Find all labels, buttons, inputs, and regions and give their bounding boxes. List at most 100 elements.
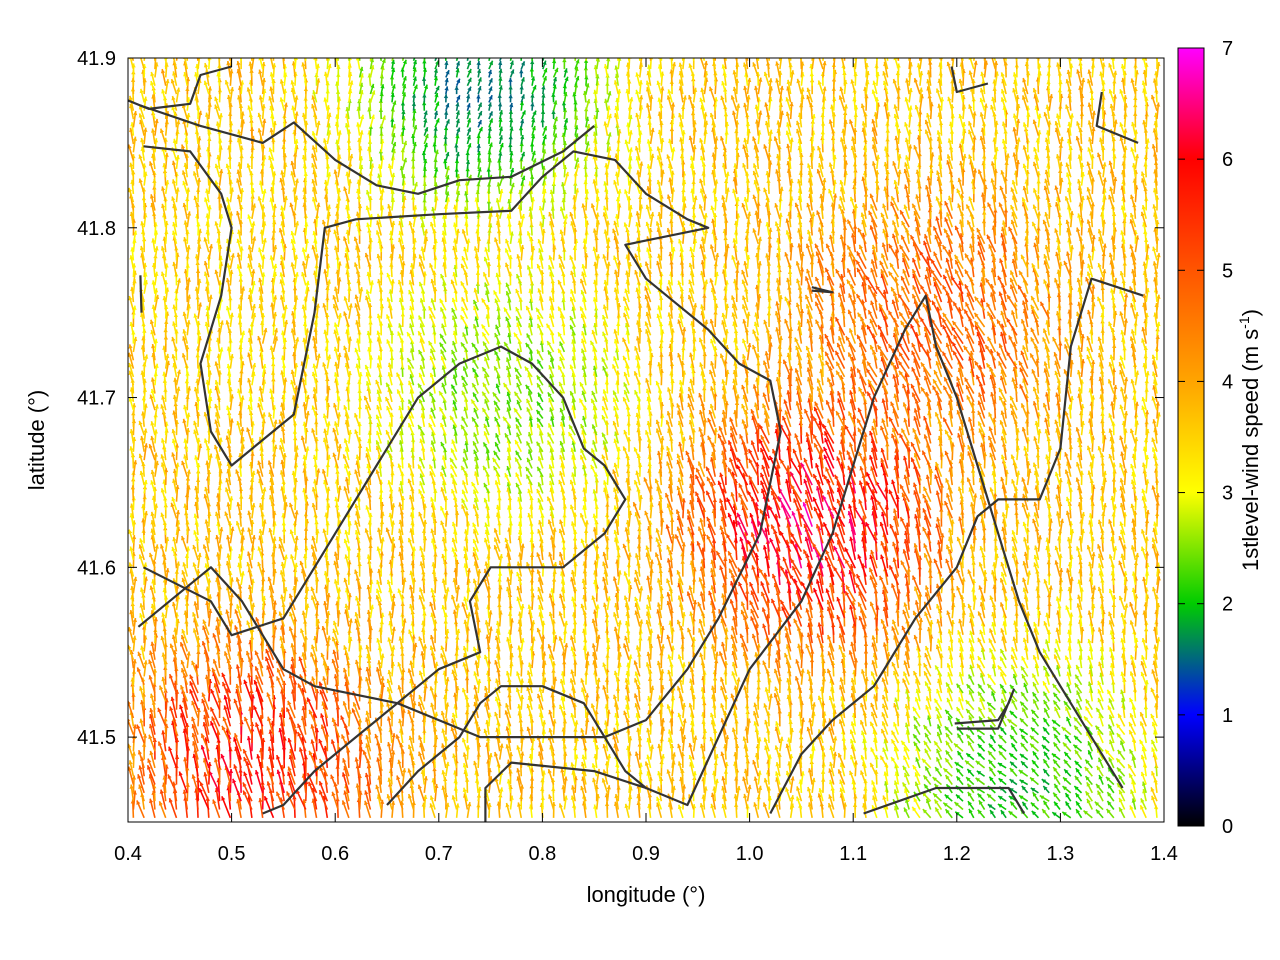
wind-vector [138,784,145,802]
wind-vector [203,772,210,794]
wind-vector [266,781,275,802]
wind-vector [212,799,221,819]
wind-vector [132,790,137,810]
wind-vector [429,803,436,819]
wind-vector [355,783,361,802]
wind-vector [606,785,611,802]
wind-vector [1064,792,1072,802]
wind-vectors [128,58,1161,819]
wind-vector [417,784,426,802]
wind-vector [343,790,350,810]
wind-vector [375,784,382,802]
wind-vector [1021,801,1029,810]
wind-vector [286,791,296,810]
wind-vector [796,796,803,810]
wind-vector [580,785,587,802]
wind-vector [136,800,145,819]
wind-vector [677,804,684,819]
wind-vector [466,801,472,818]
wind-vector [137,774,145,794]
wind-vector [1095,809,1104,819]
wind-vector [258,797,264,818]
wind-vector [743,793,749,810]
wind-vector [423,794,428,810]
wind-vector [1008,810,1018,819]
wind-vector [516,802,523,818]
wind-vector [978,799,986,810]
wind-vector [967,791,975,802]
wind-vector [955,793,964,802]
wind-vector [434,783,439,802]
wind-vector [1075,808,1083,819]
wind-vector [1030,801,1039,811]
wind-vector [986,793,996,802]
wind-vector [922,808,932,819]
wind-vector [656,796,663,810]
wind-vector [242,790,253,810]
wind-vector [178,771,189,794]
wind-vector [263,795,275,819]
wind-vector [944,808,953,819]
wind-vector [933,799,943,810]
wind-vector [1009,800,1018,811]
wind-vector [789,795,795,810]
wind-vector [785,787,792,802]
wind-vector [1042,800,1050,810]
wind-vector [451,795,458,810]
wind-vector [1106,791,1115,802]
wind-vector [387,777,393,794]
wind-vector [228,768,234,793]
wind-vector [997,795,1007,802]
wind-vector [158,800,167,819]
wind-vector [548,794,555,810]
wind-vector [1118,789,1126,802]
wind-vector [1086,798,1094,810]
wind-vector [977,809,986,819]
wind-vector [423,776,428,793]
wind-vector [911,806,921,819]
wind-vector [159,789,167,810]
wind-vector [762,802,770,819]
wind-vector [954,811,964,819]
wind-vector [198,787,210,810]
wind-vector [1105,808,1115,819]
wind-vector [828,794,835,810]
wind-vector [275,791,285,810]
wind-vector [1075,800,1083,810]
wind-vector [232,778,242,802]
wind-vector [796,786,803,802]
wind-vector [307,781,318,802]
wind-vector [893,805,900,819]
wind-vector [818,787,824,802]
wind-vector [221,796,232,819]
wind-vector [1031,810,1040,819]
wind-vector [558,803,566,819]
wind-vector [1000,809,1007,819]
wind-vector [721,803,727,819]
wind-vector [570,785,576,802]
wind-vector [1118,797,1126,810]
wind-vector [1139,804,1147,819]
wind-vector [839,787,846,802]
wind-vector [1084,790,1093,802]
wind-vector [893,789,900,802]
wind-vector [318,780,329,802]
wind-vector [330,774,339,794]
wind-vector [498,787,504,802]
wind-vector [904,788,910,802]
wind-vector [699,803,706,819]
wind-vector [505,802,512,819]
wind-vector [968,808,975,819]
wind-vector [199,781,210,802]
wind-vector [519,784,525,802]
wind-vector [1106,800,1115,811]
wind-vector [390,800,396,818]
wind-vector [614,793,620,810]
wind-vector [977,793,986,802]
wind-vector [441,785,447,802]
wind-vector [932,792,943,802]
wind-vector [1032,791,1040,802]
wind-vector [624,803,630,819]
wind-vector [807,786,813,802]
